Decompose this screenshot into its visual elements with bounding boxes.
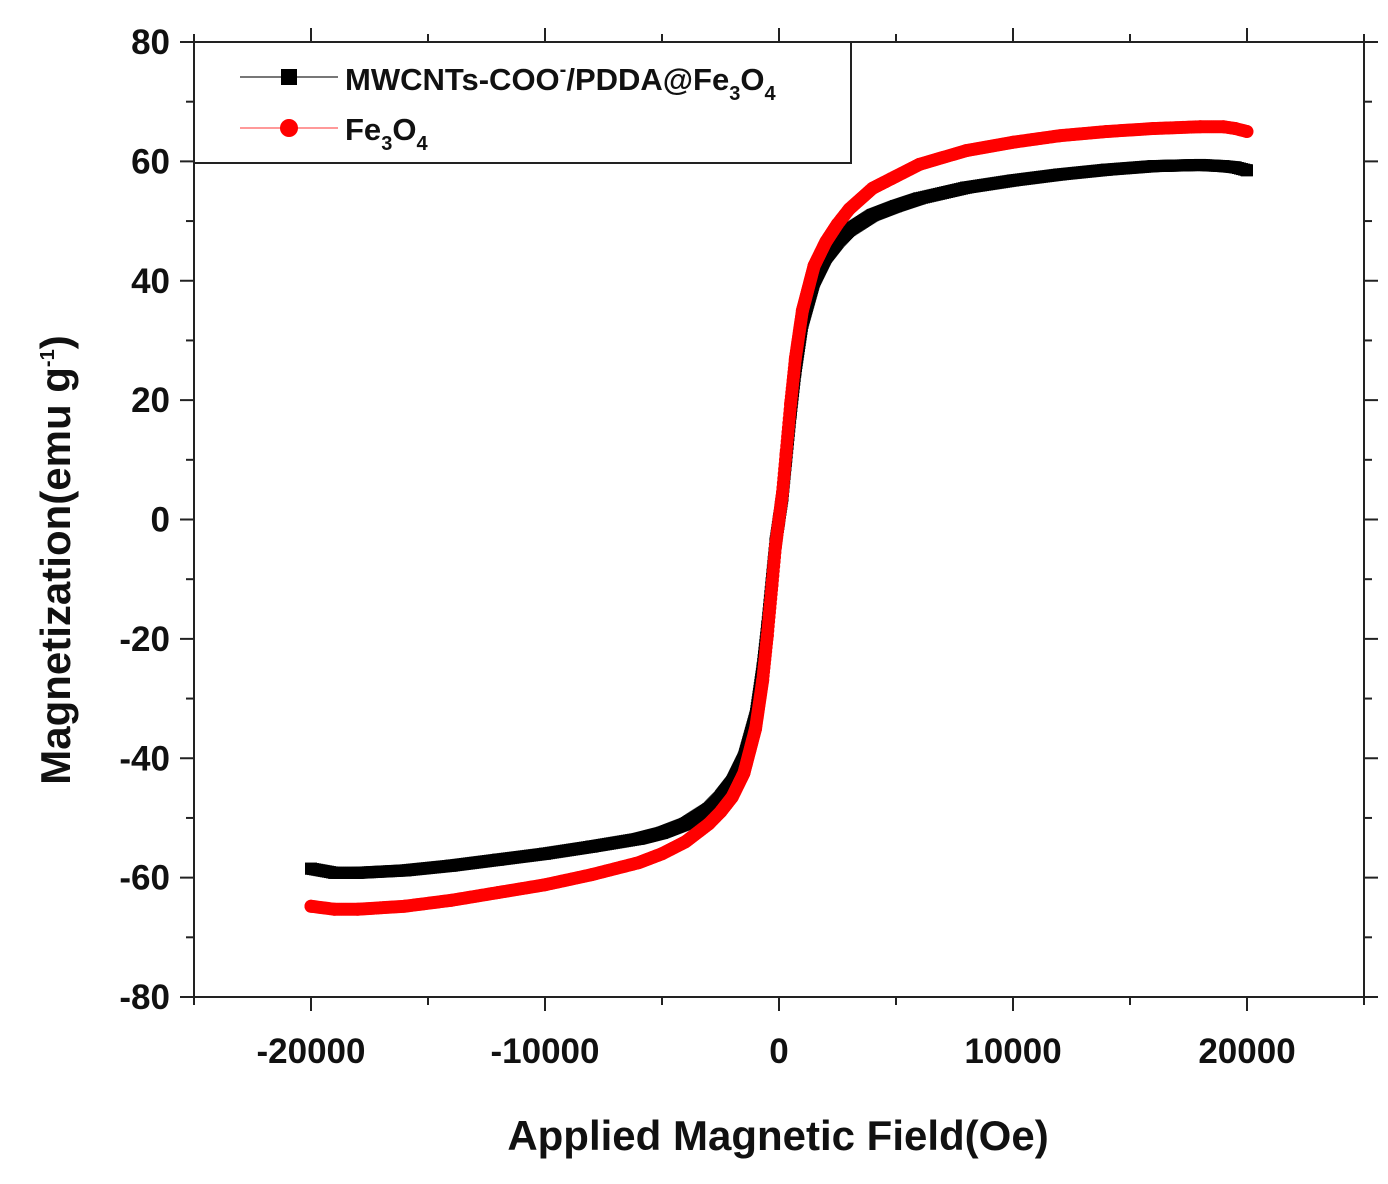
data-point (351, 866, 364, 879)
data-point (784, 396, 798, 410)
legend-label-composite: MWCNTs-COO-/PDDA@Fe3O4 (345, 59, 776, 105)
data-point (807, 259, 821, 273)
data-point (756, 674, 770, 688)
data-point (890, 200, 902, 213)
data-point (959, 144, 973, 158)
data-point (1006, 135, 1020, 149)
data-point (539, 847, 551, 860)
data-point (328, 866, 341, 879)
data-point (679, 817, 692, 830)
y-tick-label: -80 (119, 978, 170, 1017)
data-point (632, 832, 645, 845)
x-tick-label: -10000 (491, 1032, 600, 1071)
data-point (655, 847, 669, 861)
axes-group: -20000 -10000 0 10000 20000 -80 -60 -40 -20 0 20 40… (119, 23, 1378, 1071)
x-axis-title: Applied Magnetic Field(Oe) (507, 1112, 1048, 1159)
data-point (1228, 122, 1242, 136)
data-point (538, 878, 552, 892)
data-point (1100, 125, 1114, 139)
x-tick-label: 0 (769, 1032, 788, 1071)
legend: MWCNTs-COO-/PDDA@Fe3O4 Fe3O4 (193, 41, 852, 164)
y-tick-label: 0 (151, 501, 170, 540)
data-point (585, 868, 599, 882)
data-point (1007, 174, 1019, 187)
data-point (327, 902, 341, 916)
series-group (304, 120, 1254, 916)
data-point (398, 864, 411, 877)
data-point (656, 826, 668, 839)
series-1 (304, 120, 1254, 916)
data-point (304, 899, 318, 913)
y-tick-label: 60 (131, 142, 170, 181)
data-point (1100, 163, 1113, 176)
data-point (1193, 120, 1207, 134)
data-point (831, 217, 844, 231)
legend-label-fe3o4: Fe3O4 (345, 112, 428, 155)
legend-box (193, 41, 852, 164)
y-tick-label: -20 (119, 620, 170, 659)
data-point (585, 840, 598, 853)
data-point (714, 805, 727, 819)
data-point (960, 181, 973, 194)
data-point (795, 304, 809, 318)
data-point (889, 169, 903, 183)
data-point (1146, 122, 1160, 136)
y-axis-title: Magnetization(emu g-1) (32, 335, 79, 784)
data-point (788, 351, 802, 365)
data-point (819, 235, 833, 249)
data-point (737, 766, 751, 780)
data-point (492, 853, 505, 866)
y-tick-label: 80 (131, 23, 170, 62)
y-tick-label: -60 (119, 859, 170, 898)
data-point (1241, 164, 1253, 177)
data-point (1194, 158, 1207, 171)
data-point (776, 486, 790, 500)
data-point (912, 157, 926, 171)
data-point (779, 447, 793, 461)
data-point (445, 859, 458, 872)
data-point (768, 539, 782, 553)
data-point (351, 902, 365, 916)
data-point (765, 578, 779, 592)
x-tick-label: -20000 (257, 1032, 366, 1071)
data-point (1053, 168, 1066, 181)
legend-marker-composite (281, 69, 297, 85)
legend-marker-fe3o4 (280, 119, 298, 137)
data-point (444, 893, 458, 907)
data-point (305, 862, 317, 875)
x-tick-label: 20000 (1198, 1032, 1295, 1071)
y-tick-label: -40 (119, 739, 170, 778)
data-point (749, 721, 763, 735)
data-point (842, 202, 856, 216)
data-point (398, 899, 412, 913)
data-point (632, 856, 646, 870)
data-point (491, 886, 505, 900)
data-point (772, 513, 786, 526)
data-point (866, 181, 880, 195)
data-point (725, 790, 739, 804)
data-point (1240, 125, 1254, 139)
y-tick-label: 40 (131, 262, 170, 301)
x-tick-label: 10000 (964, 1032, 1061, 1071)
data-point (866, 209, 879, 222)
data-point (913, 192, 926, 205)
data-point (1217, 120, 1231, 134)
data-point (1053, 129, 1067, 143)
data-point (1229, 161, 1242, 174)
data-point (678, 835, 692, 849)
data-point (760, 629, 774, 643)
data-point (843, 224, 856, 237)
data-point (1147, 160, 1160, 173)
data-point (1217, 160, 1230, 173)
data-point (702, 817, 716, 831)
y-tick-label: 20 (131, 381, 170, 420)
